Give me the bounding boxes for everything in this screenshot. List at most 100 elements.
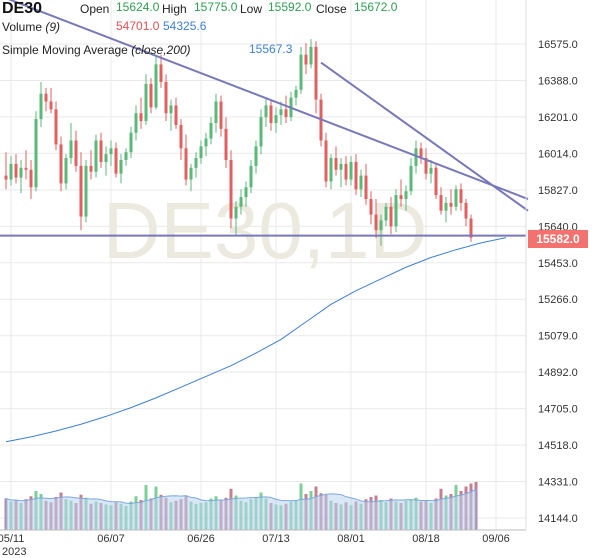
candle-body (394, 195, 398, 227)
candle-body (414, 148, 418, 166)
x-year-label: 2023 (2, 546, 26, 558)
candle-body (144, 83, 148, 122)
trend-lines (0, 0, 529, 212)
candle-body (199, 146, 203, 159)
candle-body (269, 105, 273, 123)
candle-body (469, 218, 473, 238)
candle-body (219, 101, 223, 129)
candle-body (399, 195, 403, 200)
y-axis: 16575.016388.016201.016014.015827.015640… (538, 39, 578, 525)
candle-body (24, 167, 28, 170)
candle-body (384, 206, 388, 221)
candle-body (134, 113, 138, 133)
candle-body (214, 101, 218, 123)
candle-body (379, 220, 383, 231)
x-tick-label: 06/07 (97, 533, 125, 545)
x-tick-label: 08/18 (412, 533, 440, 545)
candle-body (104, 154, 108, 162)
y-tick-label: 15079.0 (538, 331, 578, 343)
candle-body (454, 189, 458, 207)
candle-body (44, 93, 48, 102)
candle-body (164, 82, 168, 114)
candle-body (59, 144, 63, 184)
candle-body (54, 109, 58, 145)
candle-body (119, 160, 123, 174)
candle-body (239, 197, 243, 207)
trend-line[interactable] (320, 61, 529, 212)
candle-body (439, 195, 443, 211)
x-tick-label: 09/06 (482, 533, 510, 545)
candle-body (354, 161, 358, 190)
candle-body (349, 161, 353, 180)
y-tick-label: 16575.0 (538, 39, 578, 51)
candle-body (74, 140, 78, 166)
x-tick-label: 05/11 (0, 533, 24, 545)
candle-body (154, 64, 158, 108)
candle-body (14, 163, 18, 178)
candle-body (444, 202, 448, 211)
candle-body (244, 187, 248, 198)
candle-body (224, 128, 228, 161)
y-tick-label: 14144.0 (538, 513, 578, 525)
candle-body (249, 165, 253, 188)
candle-body (189, 167, 193, 180)
candle-body (274, 115, 278, 123)
candle-body (284, 109, 288, 118)
candle-body (344, 163, 348, 180)
x-tick-label: 08/01 (337, 533, 365, 545)
candle-body (79, 165, 83, 217)
candle-body (369, 199, 373, 215)
candle-body (229, 160, 233, 219)
last-price-tag: 15582.0 (528, 230, 588, 248)
x-tick-label: 07/13 (262, 533, 290, 545)
candle-body (19, 167, 23, 178)
y-tick-label: 15453.0 (538, 258, 578, 270)
x-axis: 05/11 06/07 06/26 07/13 08/01 08/18 09/06 2023 (0, 0, 527, 558)
candle-body (94, 140, 98, 172)
candle-body (434, 167, 438, 196)
candle-body (254, 146, 258, 166)
candle-body (169, 105, 173, 114)
candle-body (389, 206, 393, 227)
candle-body (209, 122, 213, 139)
y-tick-label: 15266.0 (538, 294, 578, 306)
trend-line[interactable] (0, 0, 529, 200)
candle-body (39, 93, 43, 120)
candle-body (124, 152, 128, 161)
candle-body (294, 89, 298, 98)
candle-body (34, 119, 38, 188)
candle-body (329, 158, 333, 182)
y-tick-label: 14705.0 (538, 404, 578, 416)
candle-body (29, 169, 33, 188)
candle-body (419, 148, 423, 159)
candle-body (359, 175, 363, 190)
y-tick-label: 14518.0 (538, 440, 578, 452)
y-tick-label: 14892.0 (538, 367, 578, 379)
sma-line (5, 237, 507, 443)
candle-body (114, 148, 118, 174)
candle-body (424, 158, 428, 174)
candle-body (139, 113, 143, 122)
candle-body (69, 140, 73, 159)
y-tick-label: 14331.0 (538, 477, 578, 489)
x-tick-label: 06/26 (187, 533, 215, 545)
candle-body (374, 214, 378, 231)
y-tick-label: 15827.0 (538, 185, 578, 197)
candle-body (334, 158, 338, 170)
candle-body (309, 46, 313, 65)
candle-body (459, 189, 463, 203)
candle-body (304, 54, 308, 65)
candle-body (404, 191, 408, 200)
candle-body (259, 117, 263, 147)
candle-body (84, 165, 88, 217)
volume-ma-area (5, 488, 477, 531)
candle-body (264, 105, 268, 118)
candle-body (184, 148, 188, 180)
candle-body (99, 140, 103, 162)
candle-body (409, 165, 413, 192)
candle-body (159, 64, 163, 83)
candle-body (4, 175, 8, 180)
candle-body (279, 109, 283, 116)
candle-body (179, 124, 183, 149)
